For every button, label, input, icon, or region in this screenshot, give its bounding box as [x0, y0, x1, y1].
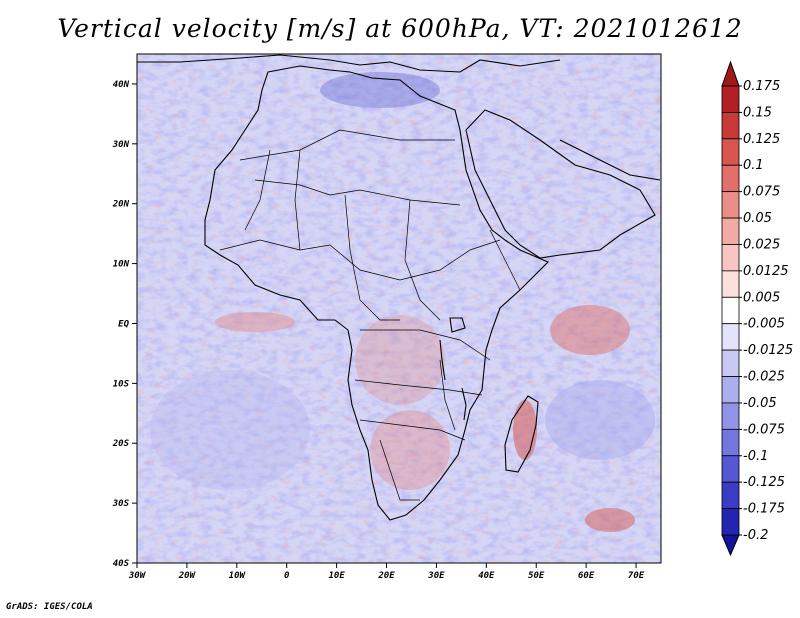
colorbar-label: 0.1	[743, 158, 764, 173]
colorbar-swatch	[721, 428, 740, 457]
x-tick-label: 20E	[377, 571, 395, 581]
coastlines	[137, 54, 661, 521]
colorbar-swatch	[721, 138, 740, 166]
ascent-region-madagascar	[513, 400, 537, 460]
x-tick-label: 10E	[328, 571, 345, 581]
x-tick-label: 30W	[128, 571, 147, 581]
colorbar-swatch	[721, 112, 740, 140]
colorbar-swatch	[721, 402, 740, 430]
ascent-region-mozambique-channel	[585, 508, 635, 532]
colorbar-swatch	[721, 296, 740, 325]
ascent-region-congo	[355, 315, 445, 405]
x-tick-label: 40E	[478, 571, 495, 581]
y-tick-label: 10N	[113, 260, 130, 270]
descent-region-mediterranean	[320, 72, 440, 108]
x-axis: 30W 20W 10W 0 10E 20E 30E 40E 50E 60E 70E	[128, 563, 645, 581]
colorbar-label: -0.075	[743, 422, 785, 437]
y-tick-label: 30N	[112, 140, 130, 150]
x-tick-label: 60E	[578, 571, 595, 581]
colorbar-label: -0.1	[743, 449, 768, 464]
descent-region-south-atlantic	[150, 370, 310, 490]
colorbar-label: -0.2	[743, 528, 768, 543]
colorbar-swatch	[721, 508, 740, 536]
colorbar-label: 0.15	[743, 105, 772, 120]
colorbar-label: -0.005	[743, 317, 785, 332]
country-borders	[219, 129, 521, 501]
vertical-velocity-field	[137, 54, 661, 563]
field-texture-ascent	[137, 54, 661, 563]
colorbar-swatch	[721, 244, 740, 272]
y-tick-label: 20S	[112, 439, 130, 449]
ascent-region-southern-africa	[370, 410, 450, 490]
colorbar-label: 0.0125	[743, 264, 789, 279]
lakes	[439, 317, 467, 421]
y-tick-label: 40N	[113, 80, 130, 90]
colorbar-swatch	[721, 217, 740, 245]
arabian-peninsula-coastline	[465, 109, 656, 259]
ascent-region-indian-ocean	[550, 305, 630, 355]
map-frame	[136, 53, 662, 564]
colorbar-label: 0.125	[743, 132, 780, 147]
y-tick-label: 10S	[113, 379, 130, 389]
lake-victoria	[449, 317, 466, 333]
footer-credit: GrADS: IGES/COLA	[6, 602, 93, 612]
colorbar-swatch	[721, 85, 740, 113]
colorbar-label: 0.005	[743, 290, 780, 305]
europe-coastline	[137, 54, 561, 73]
persian-gulf-coastline	[559, 139, 661, 181]
colorbar-bottom-arrow	[721, 534, 740, 557]
colorbar-label: 0.05	[743, 211, 772, 226]
colorbar-label: -0.0125	[743, 343, 793, 358]
colorbar-label: 0.025	[743, 237, 780, 252]
colorbar-swatch	[721, 349, 740, 377]
lake-tanganyika	[439, 339, 446, 381]
colorbar-label: 0.075	[743, 185, 780, 200]
x-tick-label: 10W	[229, 571, 247, 581]
ascent-region-equatorial-atlantic	[215, 312, 295, 332]
y-tick-label: 20N	[112, 200, 130, 210]
colorbar-label: -0.025	[743, 370, 785, 385]
x-tick-label: 30E	[427, 571, 445, 581]
x-tick-label: 50E	[528, 571, 545, 581]
colorbar-label: -0.175	[743, 502, 785, 517]
descent-region-east-africa-ocean	[545, 380, 655, 460]
colorbar-swatch	[721, 481, 740, 509]
y-tick-label: 40S	[113, 559, 130, 569]
colorbar-label: -0.125	[743, 475, 785, 490]
chart-title: Vertical velocity [m/s] at 600hPa, VT: 2…	[57, 14, 743, 43]
x-tick-label: 20W	[178, 571, 197, 581]
colorbar-swatch	[721, 323, 740, 351]
colorbar: 0.175 0.15 0.125 0.1 0.075 0.05 0.025 0.0125 0.0…	[721, 60, 793, 557]
colorbar-label: -0.05	[743, 396, 777, 411]
y-axis: 40N 30N 20N 10N EQ 10S 20S 30S 40S	[112, 80, 137, 569]
colorbar-swatch	[721, 376, 740, 404]
colorbar-swatch	[721, 455, 740, 483]
colorbar-top-arrow	[721, 60, 740, 87]
colorbar-swatch	[721, 191, 740, 219]
y-tick-label: EQ	[118, 319, 129, 329]
africa-coastline	[204, 65, 549, 521]
colorbar-swatch	[721, 270, 740, 298]
x-tick-label: 70E	[628, 571, 645, 581]
lake-malawi	[461, 387, 467, 421]
colorbar-swatch	[721, 164, 740, 193]
x-tick-label: 0	[284, 571, 290, 581]
colorbar-label: 0.175	[743, 79, 780, 94]
y-tick-label: 30S	[112, 499, 130, 509]
madagascar-coastline	[504, 395, 539, 473]
